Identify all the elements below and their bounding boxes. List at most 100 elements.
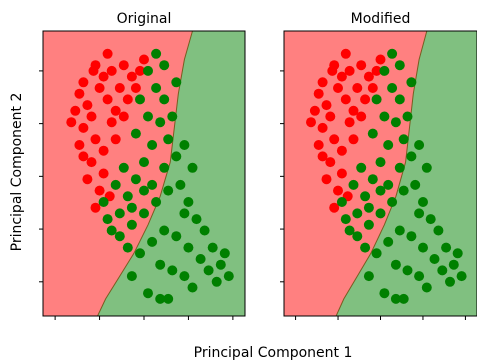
red-point xyxy=(329,60,340,71)
green-point xyxy=(363,219,374,230)
green-point xyxy=(425,214,436,225)
red-point xyxy=(122,94,133,105)
green-point xyxy=(360,191,371,202)
green-point xyxy=(191,214,202,225)
green-point xyxy=(223,271,234,282)
green-point xyxy=(159,94,170,105)
red-point xyxy=(333,185,343,196)
green-point xyxy=(159,162,170,173)
red-point xyxy=(118,60,129,71)
panel-modified: Modified xyxy=(280,11,477,320)
green-point xyxy=(371,94,382,105)
green-point xyxy=(394,60,405,71)
scatter-points xyxy=(66,48,234,304)
red-point xyxy=(348,105,359,116)
red-point xyxy=(106,65,117,76)
green-point xyxy=(433,225,444,236)
red-point xyxy=(98,168,109,179)
green-point xyxy=(394,225,405,236)
green-point xyxy=(379,111,390,122)
green-point xyxy=(126,219,137,230)
green-point xyxy=(147,236,158,247)
red-point xyxy=(90,134,101,145)
green-point xyxy=(122,242,133,253)
red-point xyxy=(98,71,109,82)
red-point xyxy=(309,105,320,116)
y-axis-label: Principal Component 2 xyxy=(9,93,25,252)
green-point xyxy=(130,128,141,139)
green-point xyxy=(414,208,425,219)
green-point xyxy=(118,162,129,173)
green-point xyxy=(122,191,133,202)
green-point xyxy=(456,271,467,282)
green-point xyxy=(159,60,170,71)
green-point xyxy=(143,288,153,299)
green-point xyxy=(207,242,218,253)
green-point xyxy=(139,157,149,168)
green-point xyxy=(171,77,182,88)
red-point xyxy=(367,83,378,93)
green-point xyxy=(379,288,390,299)
region-class-a xyxy=(43,31,193,316)
green-point xyxy=(171,151,182,162)
green-point xyxy=(390,293,401,304)
green-point xyxy=(383,236,394,247)
green-point xyxy=(171,231,182,242)
green-point xyxy=(375,185,386,196)
red-point xyxy=(333,83,343,93)
red-point xyxy=(344,117,355,128)
red-point xyxy=(135,65,145,76)
green-point xyxy=(363,271,374,282)
green-point xyxy=(429,254,440,264)
green-point xyxy=(179,208,190,219)
red-point xyxy=(317,122,328,133)
green-point xyxy=(126,202,137,213)
red-point xyxy=(78,151,89,162)
green-point xyxy=(203,265,214,276)
red-point xyxy=(340,94,351,105)
red-point xyxy=(321,174,332,185)
green-point xyxy=(219,248,230,259)
red-point xyxy=(98,145,109,156)
green-point xyxy=(114,231,125,242)
green-point xyxy=(371,248,382,259)
green-point xyxy=(151,83,162,93)
red-point xyxy=(371,65,382,76)
red-point xyxy=(336,71,347,82)
green-point xyxy=(402,111,413,122)
region-class-a xyxy=(284,31,427,316)
red-point xyxy=(356,111,367,122)
green-point xyxy=(367,174,378,185)
red-point xyxy=(126,71,137,82)
green-point xyxy=(387,197,398,207)
green-point xyxy=(195,254,206,264)
green-point xyxy=(398,293,409,304)
red-point xyxy=(74,140,85,150)
scatter-points xyxy=(306,48,467,304)
red-point xyxy=(348,134,359,145)
red-point xyxy=(78,77,89,88)
green-point xyxy=(348,179,359,190)
red-point xyxy=(86,111,97,122)
red-point xyxy=(70,105,81,116)
green-point xyxy=(406,231,417,242)
red-point xyxy=(110,134,121,145)
green-point xyxy=(394,162,405,173)
red-point xyxy=(352,83,363,93)
red-point xyxy=(317,151,328,162)
red-point xyxy=(325,111,336,122)
green-point xyxy=(360,242,371,253)
green-point xyxy=(135,94,145,105)
green-point xyxy=(187,282,198,293)
green-point xyxy=(375,157,386,168)
green-point xyxy=(406,77,417,88)
red-point xyxy=(329,202,340,213)
red-point xyxy=(325,157,336,168)
green-point xyxy=(379,65,390,76)
red-point xyxy=(139,54,149,65)
green-point xyxy=(398,134,409,145)
green-point xyxy=(155,117,166,128)
red-point xyxy=(317,77,328,88)
green-point xyxy=(383,179,394,190)
